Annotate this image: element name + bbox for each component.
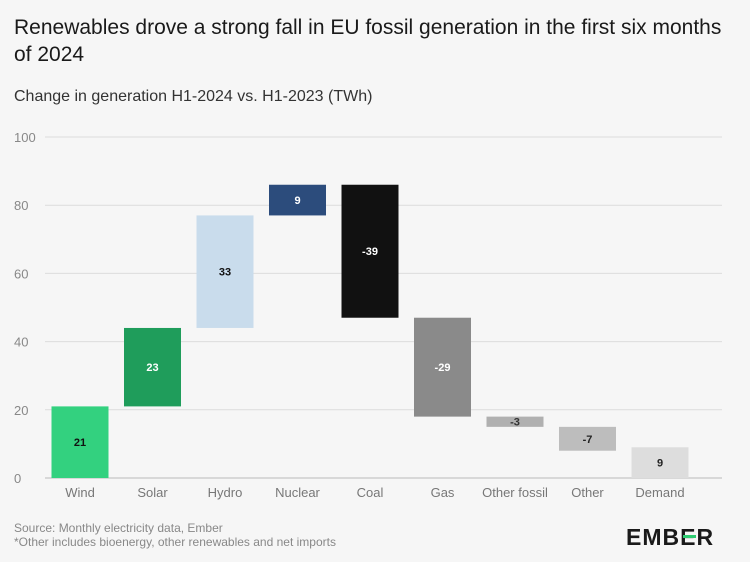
x-tick-label: Solar <box>137 485 168 500</box>
y-tick-label: 20 <box>14 403 28 418</box>
footer: Source: Monthly electricity data, Ember … <box>14 521 336 549</box>
x-tick-label: Nuclear <box>275 485 320 500</box>
data-label: 9 <box>294 195 300 207</box>
data-label: 9 <box>657 458 663 470</box>
waterfall-chart: 0 20 40 60 80 100 21 Wind 23 Solar 33 Hydro 9 Nuclear… <box>14 130 722 500</box>
y-tick-label: 60 <box>14 266 28 281</box>
ember-logo: EMBER <box>626 524 715 550</box>
bar-nuclear <box>269 184 326 216</box>
chart-subtitle: Change in generation H1-2024 vs. H1-2023… <box>14 88 373 105</box>
bar-other <box>559 426 616 451</box>
bar-wind <box>51 406 109 478</box>
x-tick-label: Gas <box>431 485 455 500</box>
data-label: 23 <box>146 362 158 374</box>
data-label: 33 <box>219 267 231 279</box>
bar-other-fossil <box>486 416 544 427</box>
x-tick-label: Other <box>571 485 604 500</box>
y-tick-label: 40 <box>14 335 28 350</box>
chart-title: Renewables drove a strong fall in EU fos… <box>14 16 722 66</box>
x-tick-label: Coal <box>357 485 384 500</box>
y-tick-label: 100 <box>14 130 36 145</box>
data-label: 21 <box>74 437 86 449</box>
bar-coal <box>341 184 399 318</box>
footnote-text: *Other includes bioenergy, other renewab… <box>14 535 336 549</box>
y-tick-label: 0 <box>14 471 21 486</box>
source-text: Source: Monthly electricity data, Ember <box>14 521 223 535</box>
bar-hydro <box>196 215 254 328</box>
bar-solar <box>124 327 181 407</box>
data-label: -29 <box>435 362 451 374</box>
data-label: -39 <box>362 246 378 258</box>
data-label: -7 <box>583 434 593 446</box>
x-tick-label: Other fossil <box>482 485 548 500</box>
x-tick-label: Hydro <box>208 485 243 500</box>
bar-demand <box>631 447 689 478</box>
data-label: -3 <box>510 417 520 429</box>
bar-gas <box>414 317 471 417</box>
x-tick-label: Wind <box>65 485 95 500</box>
x-tick-label: Demand <box>635 485 684 500</box>
y-tick-label: 80 <box>14 198 28 213</box>
